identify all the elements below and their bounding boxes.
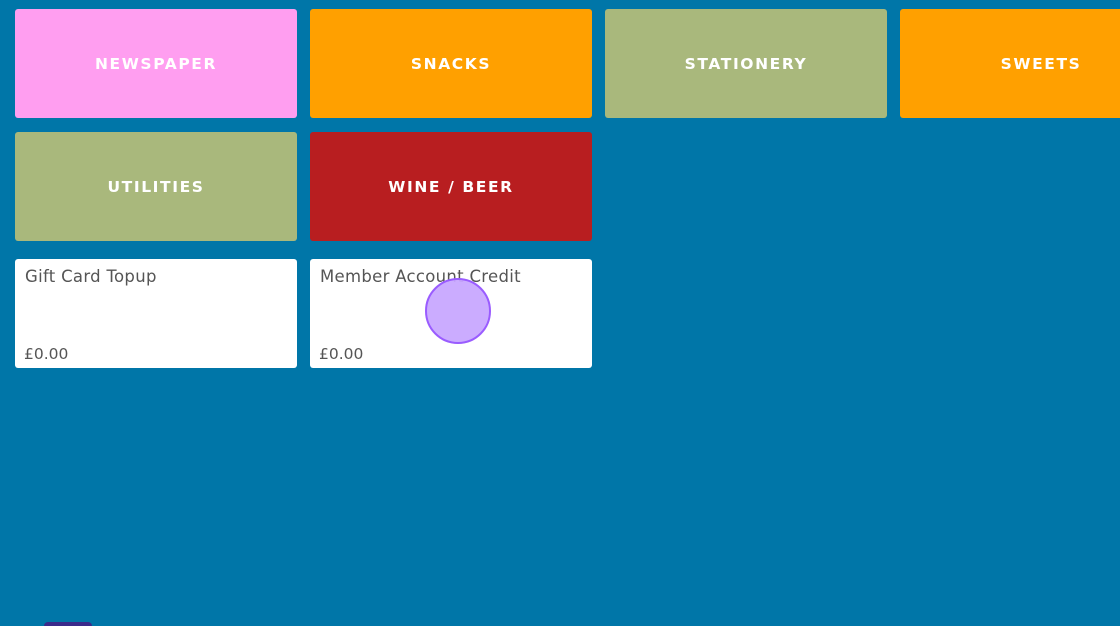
- product-name: Member Account Credit: [320, 267, 521, 286]
- product-gift-card-topup[interactable]: Gift Card Topup £0.00: [15, 259, 297, 368]
- category-snacks[interactable]: SNACKS: [310, 9, 592, 118]
- floating-action-button[interactable]: [44, 622, 92, 626]
- category-sweets[interactable]: SWEETS: [900, 9, 1120, 118]
- category-newspaper[interactable]: NEWSPAPER: [15, 9, 297, 118]
- category-wine-beer[interactable]: WINE / BEER: [310, 132, 592, 241]
- touch-indicator: [425, 278, 491, 344]
- product-price: £0.00: [319, 345, 364, 363]
- product-name: Gift Card Topup: [25, 267, 157, 286]
- product-price: £0.00: [24, 345, 69, 363]
- category-utilities[interactable]: UTILITIES: [15, 132, 297, 241]
- category-stationery[interactable]: STATIONERY: [605, 9, 887, 118]
